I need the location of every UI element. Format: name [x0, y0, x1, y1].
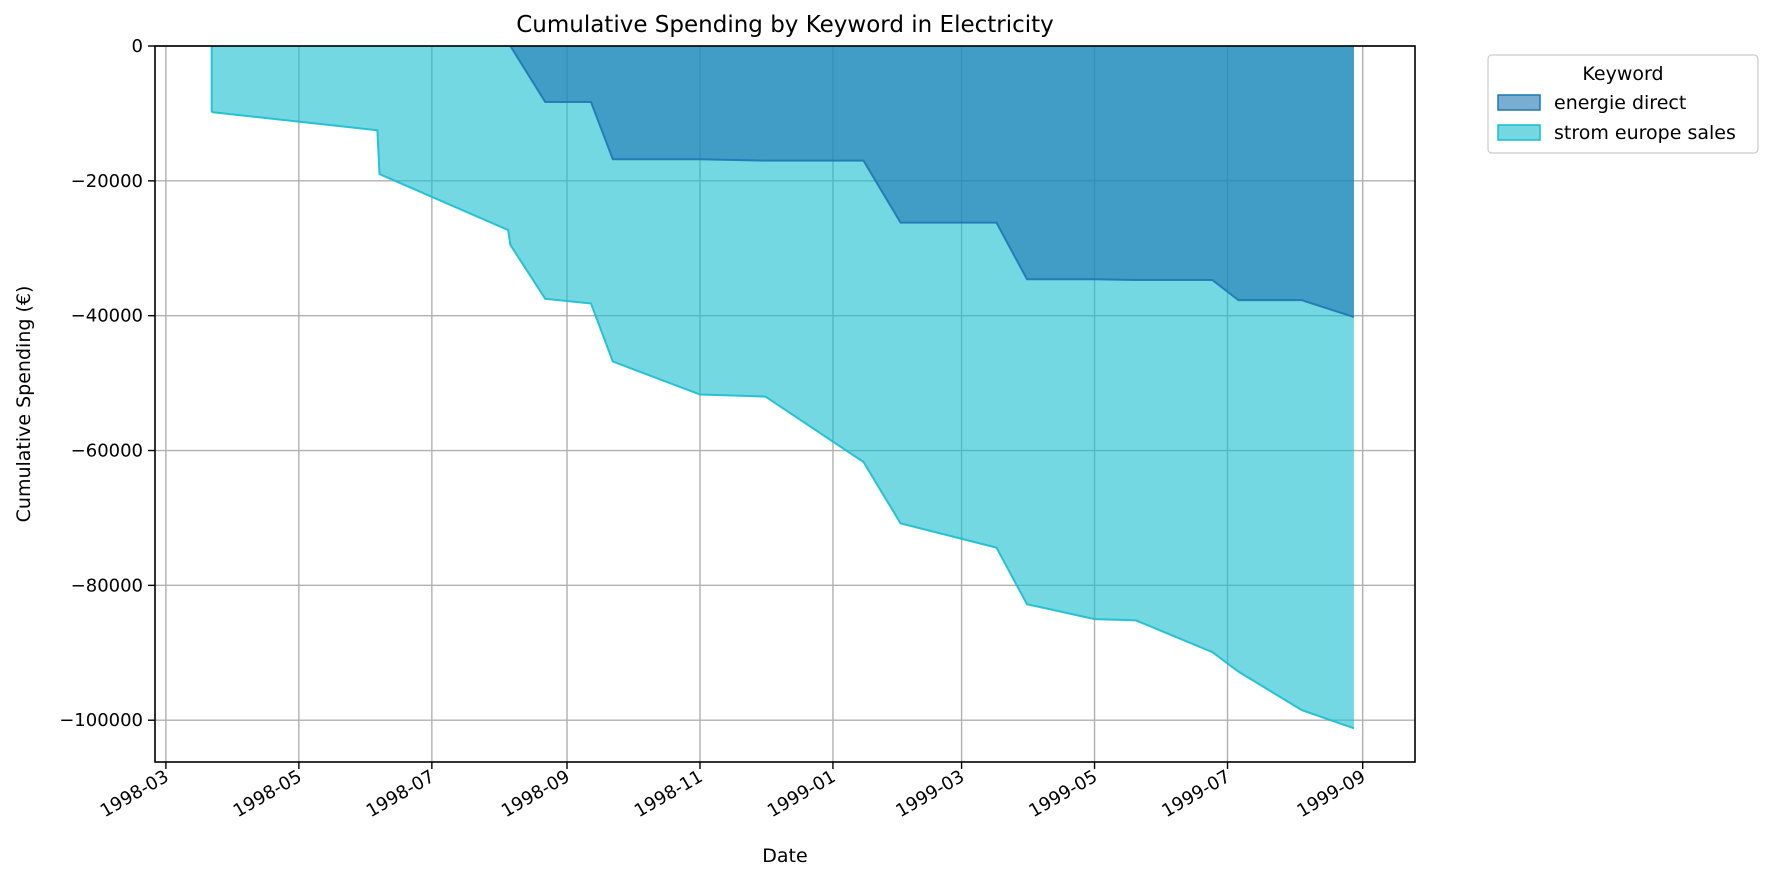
legend-swatch: [1497, 124, 1541, 141]
x-tick-label: 1998-07: [363, 766, 439, 822]
legend-title: Keyword: [1582, 63, 1663, 85]
y-tick-label: −80000: [71, 575, 143, 596]
x-tick-label: 1998-09: [498, 766, 574, 822]
line-strom-europe-sales: [211, 111, 1355, 730]
x-axis-ticks: 1998-03 1998-05 1998-07 1998-09 1998-11 1999-…: [97, 762, 1369, 822]
y-tick-label: −60000: [71, 441, 143, 462]
x-tick-label: 1999-05: [1025, 766, 1101, 822]
x-tick-label: 1999-01: [764, 766, 840, 822]
x-axis-label: Date: [762, 845, 807, 867]
x-tick-label: 1999-03: [892, 766, 968, 822]
legend-label: strom europe sales: [1554, 122, 1736, 144]
x-tick-label: 1998-11: [631, 766, 707, 822]
legend-swatch: [1497, 94, 1541, 111]
x-tick-label: 1999-07: [1158, 766, 1234, 822]
plot-areas: [210, 45, 1355, 730]
y-tick-label: −100000: [59, 710, 143, 731]
line-energie-direct: [509, 45, 1355, 318]
y-tick-label: −40000: [71, 306, 143, 327]
y-tick-label: −20000: [71, 171, 143, 192]
y-axis-ticks: 0 −20000 −40000 −60000 −80000 −100000: [59, 36, 155, 731]
y-tick-label: 0: [132, 36, 143, 57]
legend-box: [1487, 54, 1759, 154]
chart-title: Cumulative Spending by Keyword in Electr…: [516, 12, 1054, 38]
legend-label: energie direct: [1554, 92, 1686, 114]
plot-frame: [154, 45, 1416, 763]
legend: Keyword energie direct strom europe sales: [1487, 54, 1759, 154]
legend-items: energie direct strom europe sales: [1497, 92, 1736, 144]
y-axis-label: Cumulative Spending (€): [13, 286, 35, 523]
x-tick-label: 1998-03: [97, 766, 173, 822]
area-energie-direct: [510, 46, 1354, 318]
x-tick-label: 1999-09: [1294, 766, 1370, 822]
x-tick-label: 1998-05: [230, 766, 306, 822]
